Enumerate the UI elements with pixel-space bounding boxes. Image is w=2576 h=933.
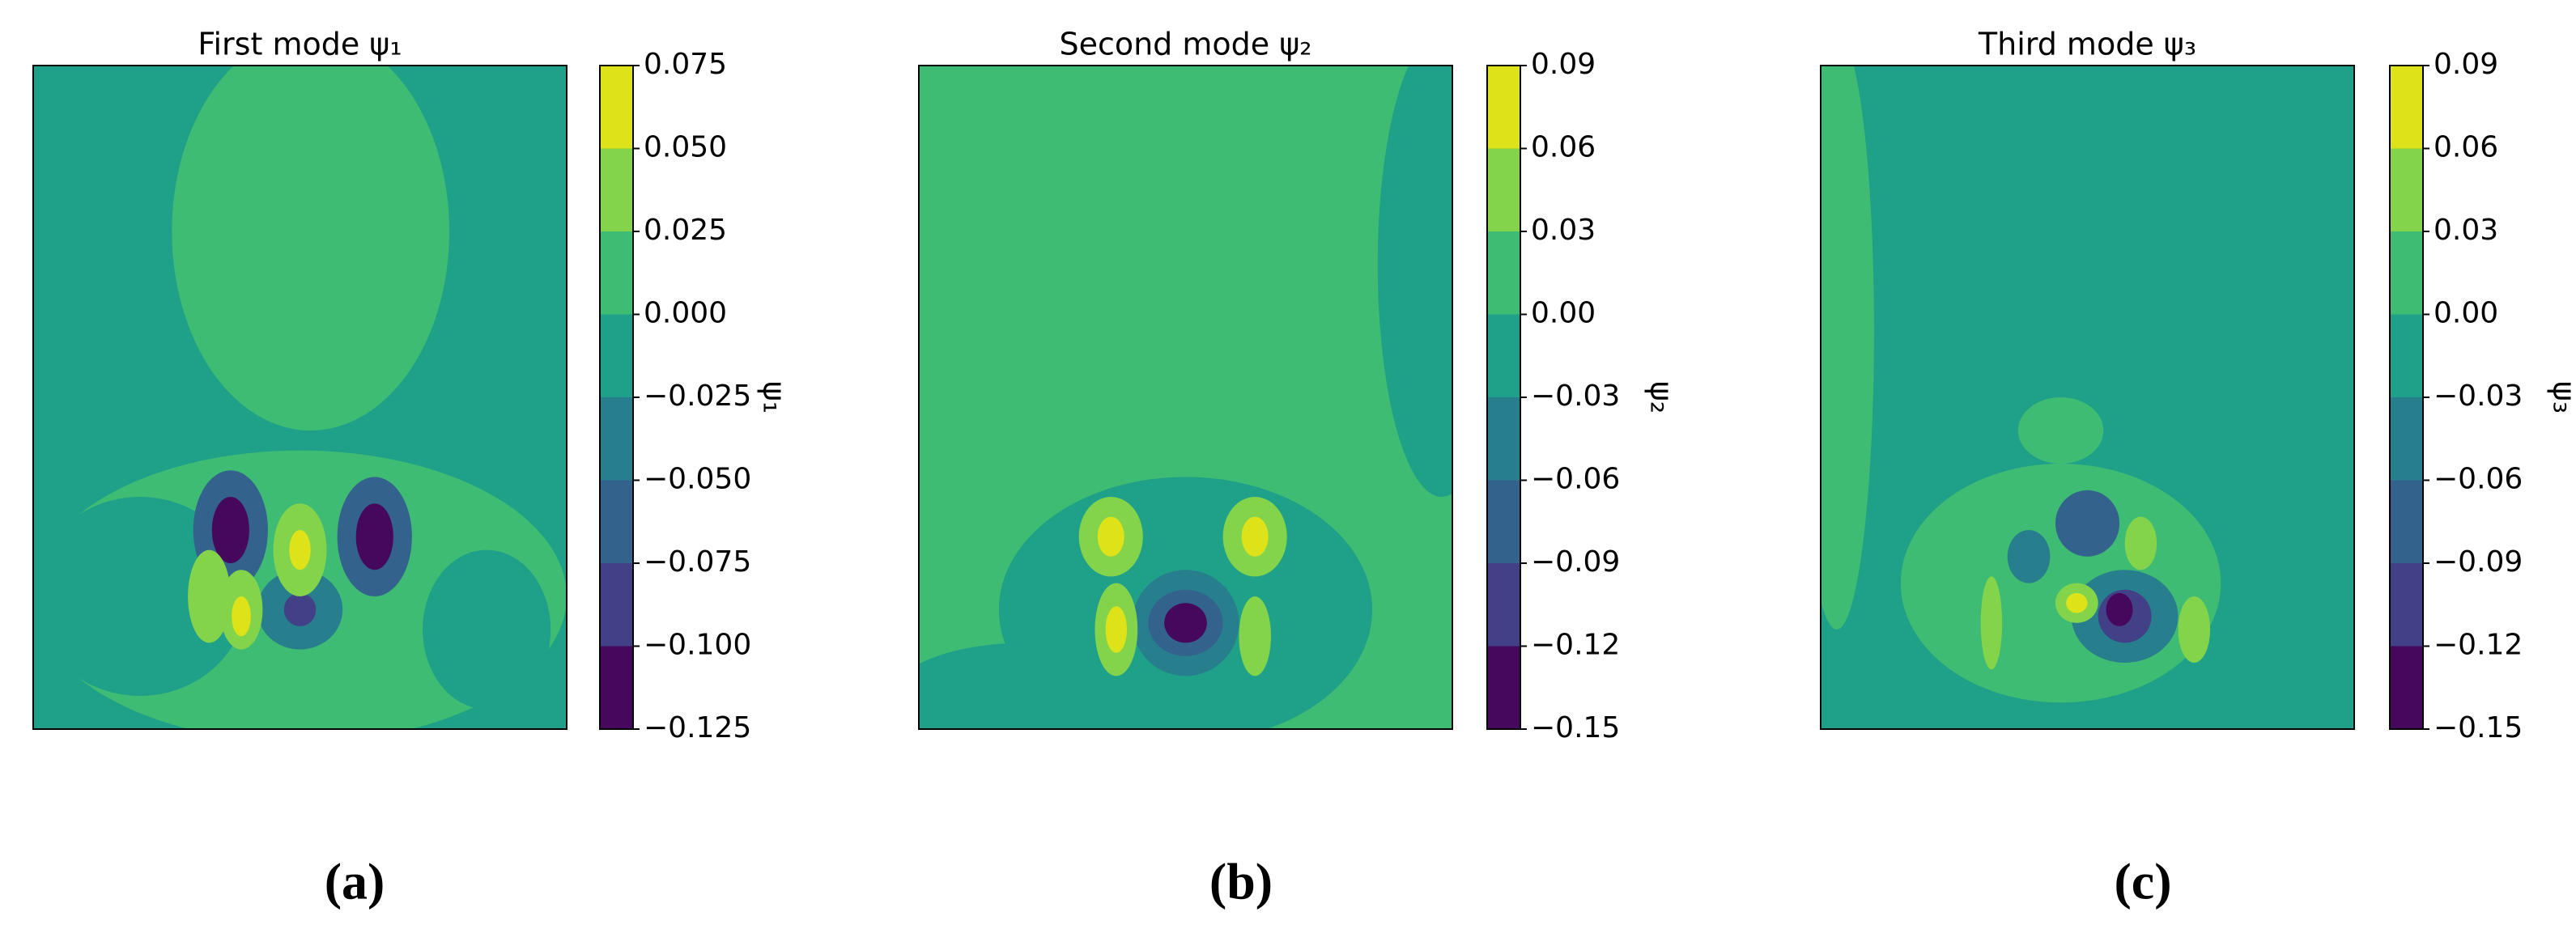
colorbar-band: [1487, 314, 1520, 397]
plot-frame: [918, 65, 1453, 730]
colorbar-band: [600, 397, 633, 481]
contour-region: [2066, 592, 2088, 613]
contour-region: [211, 497, 249, 563]
contour-region: [1980, 576, 2003, 670]
colorbar-band: [2390, 148, 2423, 231]
colorbar-tick-label: −0.15: [2434, 711, 2523, 744]
colorbar-tick-label: −0.100: [644, 629, 751, 662]
contour-field: [1821, 66, 2354, 729]
colorbar-band: [1487, 231, 1520, 315]
colorbar-band: [2390, 66, 2423, 149]
plot-frame: [32, 65, 567, 730]
colorbar-tick-label: 0.06: [1531, 131, 1596, 164]
colorbar-tick-label: 0.06: [2434, 131, 2498, 164]
contour-region: [1821, 66, 1874, 630]
colorbar-tick-label: 0.09: [1531, 48, 1596, 81]
contour-region: [355, 503, 393, 570]
contour-region: [1105, 606, 1128, 653]
colorbar-band: [600, 66, 633, 149]
colorbar-label: ψ₂: [1644, 381, 1680, 413]
colorbar-label: ψ₃: [2547, 381, 2576, 413]
colorbar-tick-label: 0.00: [2434, 297, 2498, 330]
contour-region: [289, 530, 311, 570]
colorbar-tick-label: 0.000: [644, 297, 727, 330]
contour-region: [1239, 596, 1271, 676]
colorbar-label: ψ₁: [757, 381, 793, 413]
colorbar-tick-label: 0.025: [644, 214, 727, 247]
panel-label: (a): [325, 853, 385, 910]
colorbar-tick-label: −0.125: [644, 711, 751, 744]
colorbar-tick-label: −0.09: [1531, 545, 1620, 579]
panel: Third mode ψ₃ (c) −0.15 −0.12 −0.09 −0.06 −0.0…: [1820, 27, 2576, 910]
colorbar-band: [1487, 397, 1520, 481]
colorbar-band: [600, 148, 633, 231]
panel-label: (b): [1209, 853, 1273, 910]
colorbar-band: [1487, 66, 1520, 149]
contour-field: [33, 66, 567, 729]
colorbar-tick-label: −0.15: [1531, 711, 1620, 744]
chart-title: Second mode ψ₂: [1059, 27, 1311, 62]
chart-title: Third mode ψ₃: [1978, 27, 2196, 62]
contour-region: [1900, 464, 2221, 703]
colorbar-band: [2390, 314, 2423, 397]
colorbar-tick-label: 0.075: [644, 48, 727, 81]
contour-region: [172, 66, 449, 430]
colorbar-band: [1487, 563, 1520, 647]
colorbar-tick-label: −0.03: [2434, 380, 2523, 413]
plot-frame: [1820, 65, 2355, 730]
colorbar-band: [2390, 646, 2423, 729]
panel-label: (c): [2114, 853, 2171, 910]
colorbar-band: [600, 314, 633, 397]
colorbar-tick-label: −0.075: [644, 545, 751, 579]
contour-region: [1241, 516, 1269, 557]
colorbar-tick-label: −0.06: [2434, 463, 2523, 496]
contour-region: [2017, 397, 2104, 464]
contour-region: [2007, 530, 2051, 583]
colorbar-band: [1487, 480, 1520, 563]
colorbar-tick-label: −0.03: [1531, 380, 1620, 413]
colorbar-band: [2390, 231, 2423, 315]
colorbar-tick-label: −0.050: [644, 463, 751, 496]
colorbar-tick-label: 0.03: [1531, 214, 1596, 247]
contour-region: [283, 592, 317, 626]
colorbar-tick-label: −0.025: [644, 380, 751, 413]
colorbar-tick-label: 0.09: [2434, 48, 2498, 81]
contour-region: [919, 642, 1159, 729]
panel: First mode ψ₁ (a) −0.125 −0.100 −0.075 −0.050…: [32, 27, 793, 910]
contour-region: [423, 549, 551, 710]
panel: Second mode ψ₂ (b) −0.15 −0.12 −0.09 −0.06 −0.…: [918, 27, 1680, 910]
contour-region: [1097, 516, 1124, 557]
contour-field: [919, 66, 1452, 729]
contour-region: [1164, 603, 1207, 643]
colorbar-band: [2390, 397, 2423, 481]
contour-region: [33, 497, 247, 696]
colorbar-tick-label: −0.06: [1531, 463, 1620, 496]
colorbar-tick-label: 0.03: [2434, 214, 2498, 247]
colorbar-band: [600, 563, 633, 647]
colorbar-tick-label: −0.09: [2434, 545, 2523, 579]
contour-region: [2055, 490, 2120, 557]
colorbar-tick-label: −0.12: [2434, 629, 2523, 662]
colorbar-tick-label: −0.12: [1531, 629, 1620, 662]
colorbar-tick-label: 0.050: [644, 131, 727, 164]
colorbar-band: [1487, 646, 1520, 729]
colorbar-band: [2390, 563, 2423, 647]
colorbar-band: [600, 231, 633, 315]
contour-region: [2124, 516, 2157, 570]
contour-region: [188, 549, 231, 643]
colorbar-band: [2390, 480, 2423, 563]
chart-title: First mode ψ₁: [198, 27, 402, 62]
colorbar-tick-label: 0.00: [1531, 297, 1596, 330]
colorbar-band: [600, 646, 633, 729]
contour-region: [232, 596, 251, 637]
colorbar-band: [1487, 148, 1520, 231]
colorbar-band: [600, 480, 633, 563]
contour-region: [1377, 66, 1452, 497]
contour-region: [2178, 596, 2211, 663]
contour-region: [2106, 592, 2133, 626]
